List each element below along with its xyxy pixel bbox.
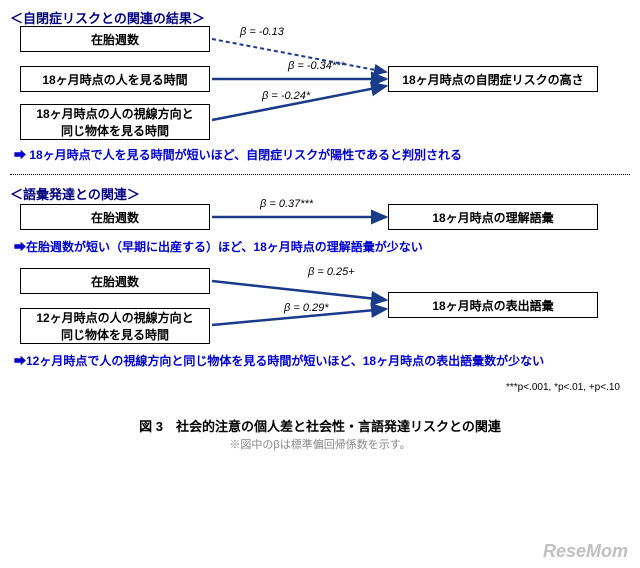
figure-caption-sub: ※図中のβは標準偏回帰係数を示す。 bbox=[0, 436, 640, 452]
s2-outcome-comprehension: 18ヶ月時点の理解語彙 bbox=[388, 204, 598, 230]
s2-outcome2-label: 18ヶ月時点の表出語彙 bbox=[432, 297, 553, 314]
s2-box1-label: 在胎週数 bbox=[91, 209, 139, 226]
section2-title: ＜語彙発達との関連＞ bbox=[10, 184, 140, 203]
watermark-logo: ReseMom bbox=[543, 541, 628, 562]
s2-beta2: β = 0.25+ bbox=[308, 266, 355, 278]
s2-conclusion2: ➡12ヶ月時点で人の視線方向と同じ物体を見る時間が短いほど、18ヶ月時点の表出語… bbox=[14, 352, 544, 369]
s2-outcome-expressive: 18ヶ月時点の表出語彙 bbox=[388, 292, 598, 318]
s2-conclusion1: ➡在胎週数が短い（早期に出産する）ほど、18ヶ月時点の理解語彙が少ない bbox=[14, 238, 423, 255]
s1-box3-label: 18ヶ月時点の人の視線方向と 同じ物体を見る時間 bbox=[36, 105, 193, 139]
figure-caption-title: 図 3 社会的注意の個人差と社会性・言語発達リスクとの関連 bbox=[0, 416, 640, 435]
s2-outcome1-label: 18ヶ月時点の理解語彙 bbox=[432, 209, 553, 226]
s1-conclusion: ➡ 18ヶ月時点で人を見る時間が短いほど、自閉症リスクが陽性であると判別される bbox=[14, 146, 462, 163]
s1-outcome-label: 18ヶ月時点の自閉症リスクの高さ bbox=[402, 71, 583, 88]
s2-box3-label: 12ヶ月時点の人の視線方向と 同じ物体を見る時間 bbox=[36, 309, 193, 343]
s2-box-gestation-1: 在胎週数 bbox=[20, 204, 210, 230]
s1-box1-label: 在胎週数 bbox=[91, 31, 139, 48]
s1-outcome-autism-risk: 18ヶ月時点の自閉症リスクの高さ bbox=[388, 66, 598, 92]
s1-box-gaze-follow: 18ヶ月時点の人の視線方向と 同じ物体を見る時間 bbox=[20, 104, 210, 140]
section-divider bbox=[10, 174, 630, 175]
p-value-footnote: ***p<.001, *p<.01, +p<.10 bbox=[506, 382, 620, 393]
s2-box2-label: 在胎週数 bbox=[91, 273, 139, 290]
s1-box-gestation: 在胎週数 bbox=[20, 26, 210, 52]
s2-box-gaze-follow-12m: 12ヶ月時点の人の視線方向と 同じ物体を見る時間 bbox=[20, 308, 210, 344]
s2-beta3: β = 0.29* bbox=[284, 302, 329, 314]
diagram-container: ＜自閉症リスクとの関連の結果＞ 在胎週数 18ヶ月時点の人を見る時間 18ヶ月時… bbox=[0, 0, 640, 568]
section1-title: ＜自閉症リスクとの関連の結果＞ bbox=[10, 8, 205, 27]
s1-box-looking-time: 18ヶ月時点の人を見る時間 bbox=[20, 66, 210, 92]
s1-beta1: β = -0.13 bbox=[240, 26, 284, 38]
s2-box-gestation-2: 在胎週数 bbox=[20, 268, 210, 294]
s1-beta3: β = -0.24* bbox=[262, 90, 310, 102]
s2-beta1: β = 0.37*** bbox=[260, 198, 313, 210]
s1-beta2: β = -0.34*** bbox=[288, 60, 345, 72]
s1-box2-label: 18ヶ月時点の人を見る時間 bbox=[42, 71, 187, 88]
